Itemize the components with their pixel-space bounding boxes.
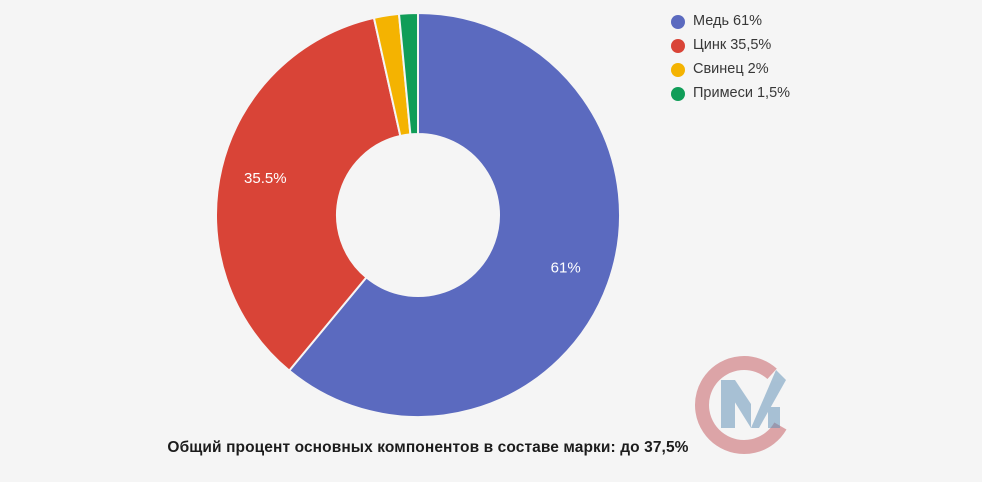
slice-label: 61% (551, 260, 581, 277)
legend-swatch-icon (671, 62, 685, 77)
legend-swatch-icon (671, 14, 685, 29)
legend-item-svinec: Свинец 2% (671, 61, 790, 78)
legend-label: Медь 61% (693, 13, 763, 29)
legend: Медь 61% Цинк 35,5% Свинец 2% Примеси 1,… (671, 13, 790, 109)
letter-m-check-icon (721, 370, 786, 428)
legend-swatch-icon (671, 38, 685, 53)
pie-slice-медь[interactable] (287, 11, 622, 418)
donut-chart: 61% 35.5% (215, 11, 622, 418)
legend-item-primesi: Примеси 1,5% (671, 85, 790, 102)
legend-item-cink: Цинк 35,5% (671, 37, 790, 54)
pie-slice-цинк[interactable] (215, 16, 402, 373)
logo-watermark (695, 356, 787, 454)
legend-label: Свинец 2% (693, 61, 769, 77)
legend-label: Примеси 1,5% (693, 85, 791, 101)
legend-item-med: Медь 61% (671, 13, 790, 30)
legend-swatch-icon (671, 86, 685, 101)
letter-c-icon (695, 356, 787, 454)
legend-label: Цинк 35,5% (693, 37, 772, 53)
chart-caption: Общий процент основных компонентов в сос… (167, 439, 689, 456)
pie-slice-примеси[interactable] (397, 11, 419, 136)
slice-label: 35.5% (244, 170, 287, 187)
